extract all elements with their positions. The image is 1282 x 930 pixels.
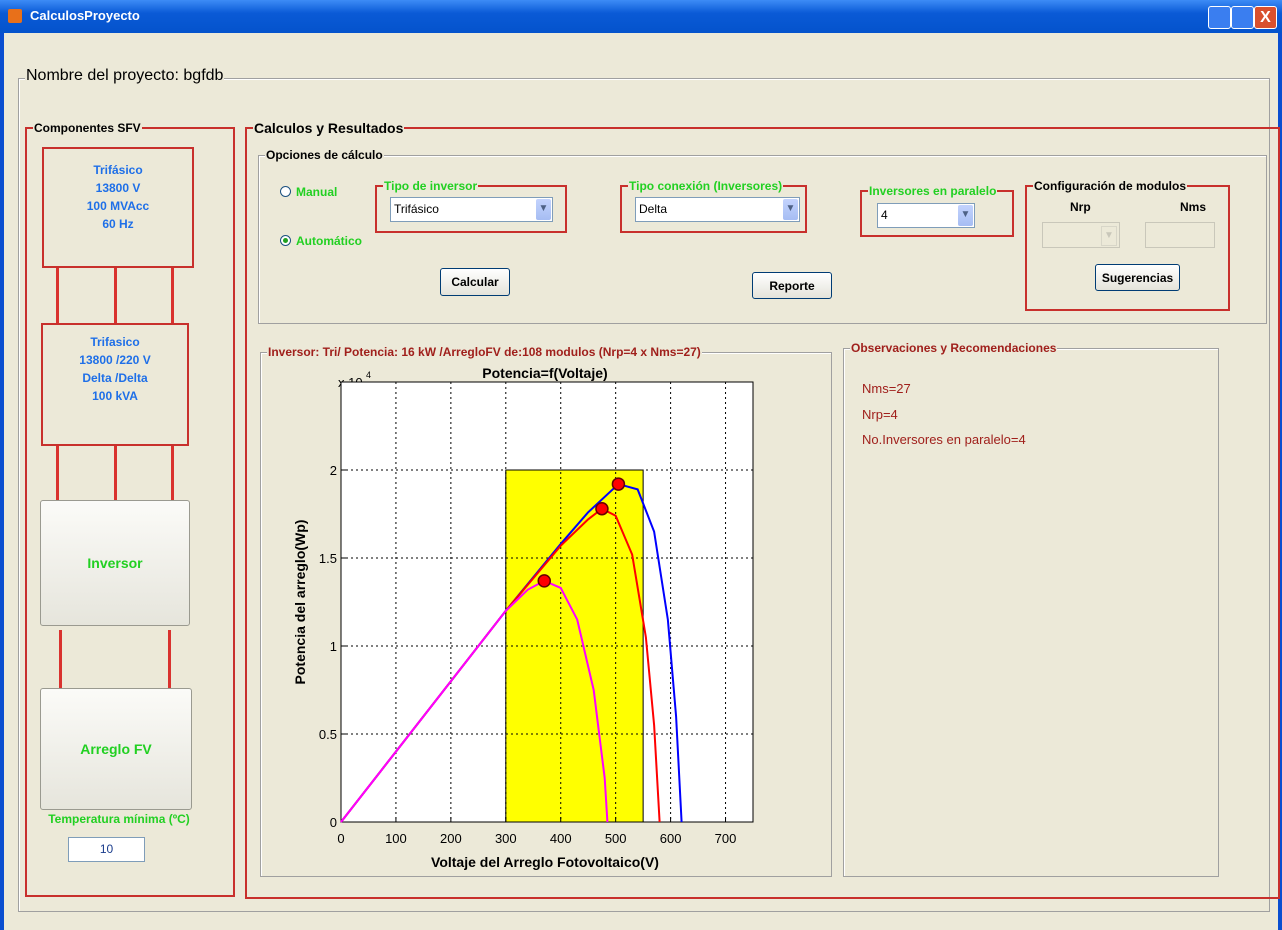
nms-input	[1145, 222, 1215, 248]
nms-label: Nms	[1180, 200, 1207, 214]
observation-line: No.Inversores en paralelo=4	[862, 432, 1026, 447]
title-bar: CalculosProyecto X	[0, 0, 1282, 33]
report-button[interactable]: Reporte	[752, 272, 832, 299]
transformer-line: Delta /Delta	[82, 371, 148, 385]
transformer-line: 13800 /220 V	[79, 353, 151, 367]
frame-title: Inversor: Tri/ Potencia: 16 kW /ArregloF…	[267, 344, 702, 360]
x-axis-label: Voltaje del Arreglo Fotovoltaico(V)	[431, 854, 659, 870]
panel-title: Calculos y Resultados	[253, 120, 405, 136]
project-label: Nombre del proyecto: bgfdb	[25, 67, 225, 84]
temp-label: Temperatura mínima (ºC)	[48, 812, 190, 826]
x-tick-label: 100	[385, 831, 407, 846]
window-border	[1278, 33, 1282, 930]
observation-line: Nms=27	[862, 381, 911, 396]
source-box: Trifásico 13800 V 100 MVAcc 60 Hz	[42, 147, 194, 268]
observations: Nms=27 Nrp=4 No.Inversores en paralelo=4	[862, 376, 1026, 453]
parallel-select[interactable]: 4 ▼	[877, 203, 975, 228]
array-button[interactable]: Arreglo FV	[40, 688, 192, 810]
x-tick-label: 0	[337, 831, 344, 846]
select-value: 4	[881, 208, 888, 222]
connector	[168, 630, 171, 688]
frame-title: Observaciones y Recomendaciones	[850, 340, 1058, 356]
transformer-line: 100 kVA	[92, 389, 138, 403]
inverter-type-frame: Tipo de inversor	[375, 178, 567, 233]
inverter-button[interactable]: Inversor	[40, 500, 190, 626]
frame-title: Configuración de modulos	[1033, 178, 1187, 194]
connector	[59, 630, 62, 688]
project-frame: Nombre del proyecto: bgfdb	[18, 68, 1270, 912]
temp-input[interactable]: 10	[68, 837, 145, 862]
x-tick-label: 700	[715, 831, 737, 846]
y-axis-label: Potencia del arreglo(Wp)	[292, 520, 308, 685]
connection-frame: Tipo conexión (Inversores)	[620, 178, 807, 233]
y-tick-label: 1.5	[319, 551, 337, 566]
minimize-button[interactable]	[1208, 6, 1231, 29]
mpp-marker	[595, 501, 609, 516]
modules-frame: Configuración de modulos	[1025, 178, 1230, 311]
x-tick-label: 600	[660, 831, 682, 846]
source-line: 60 Hz	[102, 217, 134, 231]
close-button[interactable]: X	[1254, 6, 1277, 29]
select-value: Delta	[639, 202, 668, 216]
suggest-button[interactable]: Sugerencias	[1095, 264, 1180, 291]
frame-title: Tipo de inversor	[383, 178, 479, 194]
options-frame: Opciones de cálculo	[258, 147, 1267, 324]
connector	[56, 268, 59, 323]
x-tick-label: 300	[495, 831, 517, 846]
frame-title: Tipo conexión (Inversores)	[628, 178, 784, 194]
parallel-frame: Inversores en paralelo	[860, 183, 1014, 237]
y-tick-label: 0.5	[319, 727, 337, 742]
window-border	[0, 33, 4, 930]
radio-label: Manual	[296, 185, 338, 199]
x-tick-label: 400	[550, 831, 572, 846]
x-tick-label: 200	[440, 831, 462, 846]
mpp-marker	[537, 574, 552, 588]
observation-line: Nrp=4	[862, 406, 898, 422]
mpp-marker	[611, 477, 626, 491]
frame-title: Opciones de cálculo	[265, 147, 384, 163]
y-tick-label: 1	[330, 639, 337, 654]
transformer-line: Trifasico	[90, 335, 140, 349]
connector	[171, 268, 174, 323]
plot-frame: Inversor: Tri/ Potencia: 16 kW /ArregloF…	[260, 344, 832, 877]
app-icon	[8, 9, 22, 23]
panel-title: Componentes SFV	[33, 120, 142, 136]
connection-select[interactable]: Delta ▼	[635, 197, 800, 222]
calculate-button[interactable]: Calcular	[440, 268, 510, 296]
window-title: CalculosProyecto	[30, 8, 140, 23]
inverter-type-select[interactable]: Trifásico ▼	[390, 197, 553, 222]
x-tick-label: 500	[605, 831, 627, 846]
y-tick-label: 0	[330, 815, 337, 830]
plot-border	[340, 381, 754, 823]
y-tick-label: 2	[330, 463, 337, 478]
results-panel: Calculos y Resultados	[245, 120, 1280, 899]
radio-automatic[interactable]	[280, 235, 291, 246]
transformer-box: Trifasico 13800 /220 V Delta /Delta 100 …	[41, 323, 189, 446]
y-exponent: 4	[366, 370, 371, 380]
chart-title: Potencia=f(Voltaje)	[482, 365, 607, 381]
components-panel: Componentes SFV	[25, 120, 235, 897]
source-line: 13800 V	[95, 181, 141, 195]
source-line: 100 MVAcc	[86, 199, 150, 213]
frame-title: Inversores en paralelo	[868, 183, 998, 199]
nrp-select: ▼	[1042, 222, 1120, 248]
observations-frame: Observaciones y Recomendaciones	[843, 340, 1219, 877]
nrp-label: Nrp	[1070, 200, 1091, 214]
connector	[114, 268, 117, 323]
connector	[114, 446, 117, 500]
radio-label: Automático	[296, 234, 362, 248]
connector	[171, 446, 174, 500]
maximize-button[interactable]	[1231, 6, 1254, 29]
source-line: Trifásico	[93, 163, 143, 177]
select-value: Trifásico	[394, 202, 439, 216]
connector	[56, 446, 59, 500]
radio-manual[interactable]	[280, 186, 291, 197]
